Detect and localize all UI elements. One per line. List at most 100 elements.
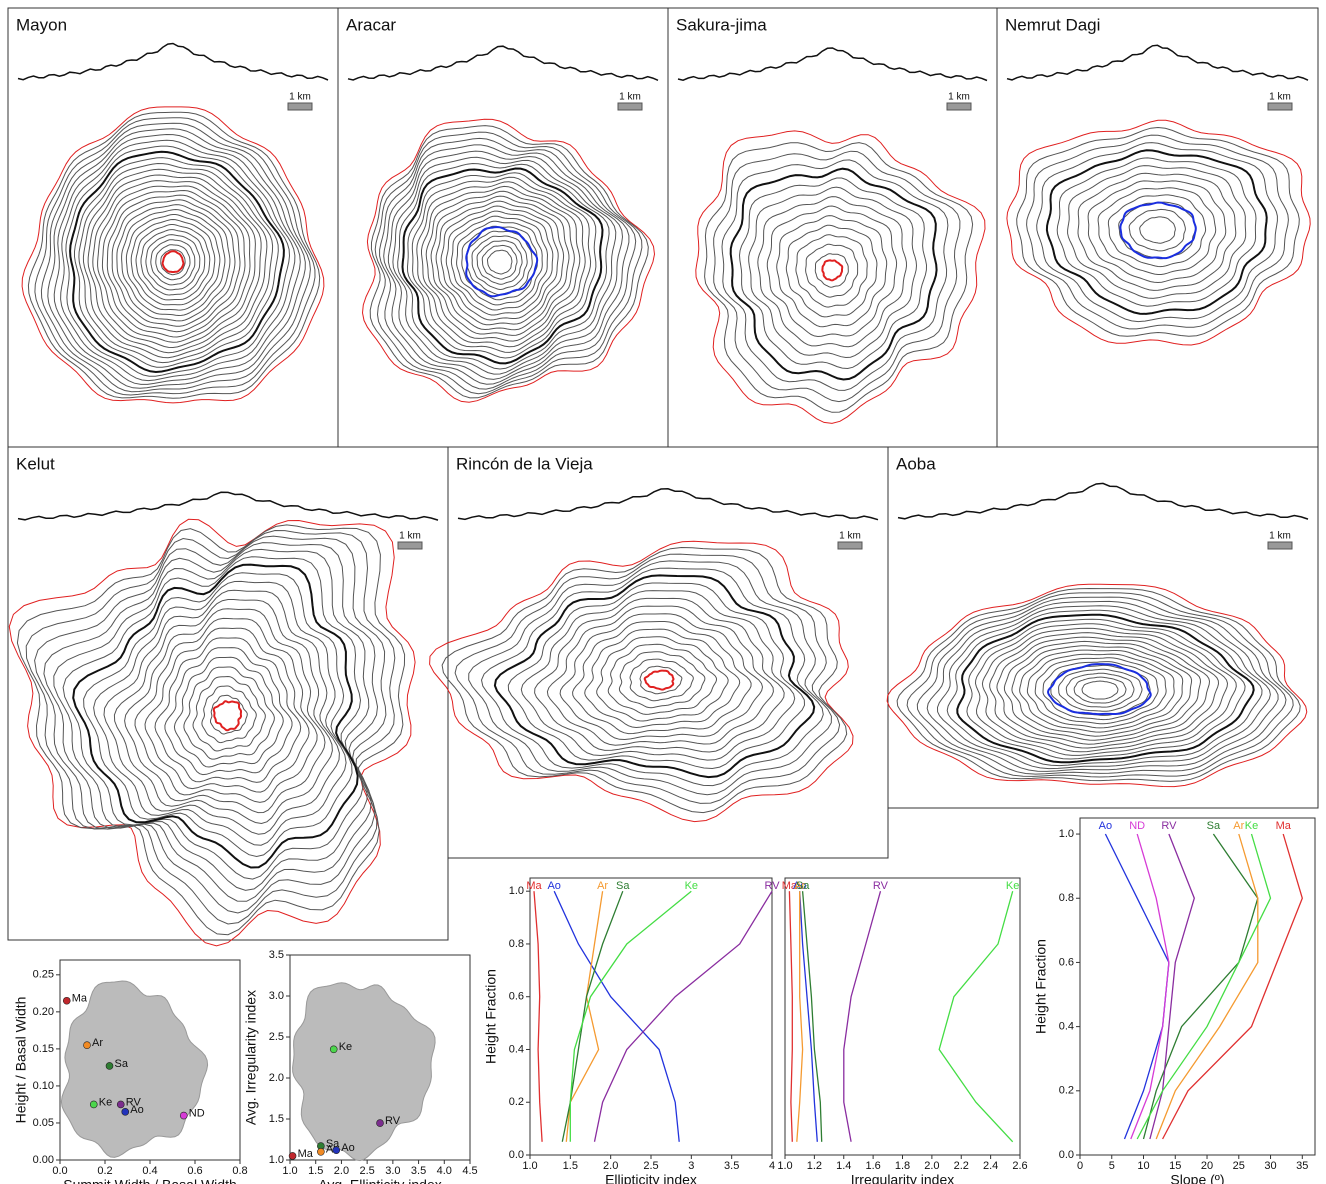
x-tick-label: 3 bbox=[688, 1160, 694, 1172]
scale-bar bbox=[398, 542, 422, 549]
series-label: Ma bbox=[1276, 820, 1292, 832]
x-tick-label: 30 bbox=[1264, 1160, 1276, 1172]
x-tick-label: 0.4 bbox=[142, 1165, 157, 1177]
x-tick-label: 4.5 bbox=[462, 1165, 477, 1177]
figure: Mayon 1 km Aracar 1 km Sakura-jima 1 km Nemrut… bbox=[0, 0, 1326, 1184]
panel-title: Nemrut Dagi bbox=[1005, 15, 1100, 34]
y-tick-label: 0.05 bbox=[33, 1117, 54, 1129]
scale-label: 1 km bbox=[289, 92, 311, 103]
map-panel bbox=[997, 8, 1318, 447]
x-tick-label: 0.0 bbox=[52, 1165, 67, 1177]
point-label: Ke bbox=[339, 1041, 352, 1053]
y-tick-label: 1.5 bbox=[269, 1113, 284, 1125]
x-tick-label: 1.0 bbox=[282, 1165, 297, 1177]
y-tick-label: 0.6 bbox=[1059, 956, 1074, 968]
x-tick-label: 5 bbox=[1109, 1160, 1115, 1172]
series-label: Ke bbox=[685, 880, 698, 892]
x-tick-label: 2.2 bbox=[954, 1160, 969, 1172]
scale-bar bbox=[1268, 103, 1292, 110]
y-tick-label: 0.20 bbox=[33, 1006, 54, 1018]
point bbox=[317, 1148, 324, 1155]
point bbox=[63, 997, 70, 1004]
y-tick-label: 1.0 bbox=[1059, 828, 1074, 840]
y-tick-label: 0.2 bbox=[1059, 1085, 1074, 1097]
x-tick-label: 2.4 bbox=[983, 1160, 998, 1172]
map-panel bbox=[888, 447, 1318, 808]
panel-title: Rincón de la Vieja bbox=[456, 454, 593, 473]
scale-label: 1 km bbox=[839, 531, 861, 542]
point bbox=[289, 1152, 296, 1159]
point-label: Sa bbox=[115, 1058, 129, 1070]
series-label: Ar bbox=[1233, 820, 1244, 832]
point bbox=[84, 1042, 91, 1049]
series-label: Ma bbox=[526, 880, 542, 892]
panel-title: Sakura-jima bbox=[676, 15, 767, 34]
x-axis-label: Avg. Ellipticity index bbox=[318, 1177, 441, 1184]
x-axis-label: Summit Width / Basal Width bbox=[63, 1177, 237, 1184]
y-tick-label: 0.10 bbox=[33, 1080, 54, 1092]
y-tick-label: 0.4 bbox=[1059, 1021, 1074, 1033]
point bbox=[330, 1046, 337, 1053]
y-tick-label: 0.15 bbox=[33, 1043, 54, 1055]
y-axis-label: Height Fraction bbox=[1033, 939, 1049, 1034]
series-label: ND bbox=[1129, 820, 1145, 832]
scale-label: 1 km bbox=[1269, 531, 1291, 542]
x-tick-label: 1.8 bbox=[895, 1160, 910, 1172]
y-tick-label: 1.0 bbox=[509, 885, 524, 897]
map-panel bbox=[448, 447, 888, 858]
x-tick-label: 4.0 bbox=[437, 1165, 452, 1177]
scale-label: 1 km bbox=[399, 531, 421, 542]
panel-title: Aracar bbox=[346, 15, 396, 34]
x-tick-label: 0.2 bbox=[97, 1165, 112, 1177]
x-tick-label: 2.0 bbox=[603, 1160, 618, 1172]
x-tick-label: 1.5 bbox=[563, 1160, 578, 1172]
scale-label: 1 km bbox=[948, 92, 970, 103]
y-tick-label: 0.25 bbox=[33, 969, 54, 981]
y-tick-label: 3.0 bbox=[269, 990, 284, 1002]
series-label: Sa bbox=[1207, 820, 1221, 832]
scale-bar bbox=[1268, 542, 1292, 549]
x-tick-label: 2.5 bbox=[643, 1160, 658, 1172]
x-tick-label: 0.8 bbox=[232, 1165, 247, 1177]
scale-bar bbox=[947, 103, 971, 110]
y-tick-label: 0.00 bbox=[33, 1154, 54, 1166]
y-tick-label: 0.8 bbox=[509, 938, 524, 950]
point-label: RV bbox=[385, 1115, 401, 1127]
y-tick-label: 0.4 bbox=[509, 1043, 524, 1055]
x-axis-label: Ellipticity index bbox=[605, 1172, 697, 1184]
point bbox=[333, 1147, 340, 1154]
point-label: Ao bbox=[341, 1142, 354, 1154]
point bbox=[90, 1101, 97, 1108]
y-tick-label: 3.5 bbox=[269, 949, 284, 961]
x-tick-label: 4 bbox=[769, 1160, 775, 1172]
point-label: Ma bbox=[72, 993, 88, 1005]
x-tick-label: 0.6 bbox=[187, 1165, 202, 1177]
scale-bar bbox=[288, 103, 312, 110]
y-tick-label: 0.2 bbox=[509, 1096, 524, 1108]
y-axis-label: Avg. Irregularity index bbox=[243, 990, 259, 1125]
point-label: ND bbox=[189, 1107, 205, 1119]
x-tick-label: 1.0 bbox=[522, 1160, 537, 1172]
panel-title: Kelut bbox=[16, 454, 55, 473]
series-label: RV bbox=[1161, 820, 1177, 832]
point-label: Ma bbox=[298, 1148, 314, 1160]
series-label: Ke bbox=[1006, 880, 1019, 892]
x-tick-label: 0 bbox=[1077, 1160, 1083, 1172]
point bbox=[117, 1101, 124, 1108]
panel-title: Mayon bbox=[16, 15, 67, 34]
y-tick-label: 0.0 bbox=[509, 1149, 524, 1161]
x-axis-label: Slope (º) bbox=[1170, 1172, 1224, 1184]
x-tick-label: 1.5 bbox=[308, 1165, 323, 1177]
series-label: Sa bbox=[616, 880, 630, 892]
x-axis-label: Irregularity index bbox=[851, 1172, 955, 1184]
x-tick-label: 3.0 bbox=[385, 1165, 400, 1177]
x-tick-label: 20 bbox=[1201, 1160, 1213, 1172]
x-tick-label: 35 bbox=[1296, 1160, 1308, 1172]
y-tick-label: 2.0 bbox=[269, 1072, 284, 1084]
y-tick-label: 0.0 bbox=[1059, 1149, 1074, 1161]
scale-bar bbox=[618, 103, 642, 110]
y-tick-label: 0.8 bbox=[1059, 892, 1074, 904]
x-tick-label: 1.0 bbox=[777, 1160, 792, 1172]
series-label: RV bbox=[764, 880, 780, 892]
plot-area bbox=[1080, 818, 1315, 1155]
